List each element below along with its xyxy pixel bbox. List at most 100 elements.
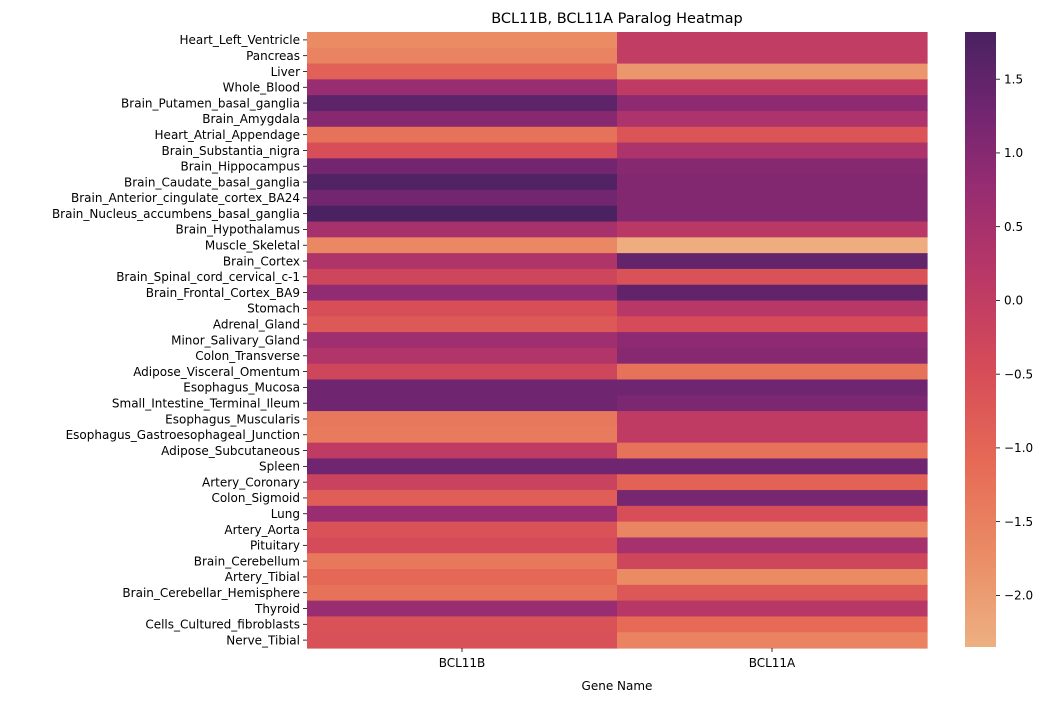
row-label: Esophagus_Muscularis xyxy=(165,412,300,426)
heatmap-cell xyxy=(617,505,928,523)
heatmap-cell xyxy=(307,142,618,159)
heatmap-cell xyxy=(617,95,928,112)
row-label: Esophagus_Gastroesophageal_Junction xyxy=(66,428,300,442)
row-label: Adipose_Subcutaneous xyxy=(161,444,300,458)
heatmap-cell xyxy=(617,142,928,159)
heatmap-cell xyxy=(307,632,618,649)
row-label: Lung xyxy=(271,507,300,521)
heatmap-cell xyxy=(307,332,618,349)
row-label: Brain_Spinal_cord_cervical_c-1 xyxy=(116,270,300,284)
row-label: Stomach xyxy=(247,302,300,316)
colorbar-tick-label: 0.5 xyxy=(1004,220,1023,234)
colorbar xyxy=(965,32,996,647)
heatmap-cell xyxy=(307,79,618,96)
colorbar-tick-label: −2.0 xyxy=(1004,589,1033,603)
heatmap-cell xyxy=(617,268,928,286)
heatmap-cell xyxy=(307,253,618,270)
row-label: Brain_Anterior_cingulate_cortex_BA24 xyxy=(71,191,300,205)
heatmap-cell xyxy=(617,569,928,586)
row-label: Brain_Hippocampus xyxy=(180,160,300,174)
heatmap-cell xyxy=(307,126,618,144)
heatmap-cell xyxy=(617,474,928,491)
heatmap-cell xyxy=(307,474,618,491)
heatmap-cell xyxy=(617,237,928,254)
row-label: Brain_Frontal_Cortex_BA9 xyxy=(146,286,300,300)
heatmap-cell xyxy=(617,395,928,412)
heatmap-cell xyxy=(617,110,928,128)
heatmap-cell xyxy=(617,158,928,175)
column-label: BCL11A xyxy=(749,656,796,670)
row-label: Artery_Coronary xyxy=(202,475,300,489)
row-label: Artery_Aorta xyxy=(224,523,300,537)
row-label: Thyroid xyxy=(254,602,300,616)
heatmap-cell xyxy=(307,174,618,191)
row-label: Brain_Cortex xyxy=(223,254,300,268)
heatmap-cell xyxy=(307,616,618,633)
heatmap-cell xyxy=(617,600,928,618)
row-label: Spleen xyxy=(259,460,300,474)
heatmap-cell xyxy=(307,505,618,523)
row-label: Adrenal_Gland xyxy=(213,318,300,332)
colorbar-ticks: −2.0 −1.5 −1.0 −0.5 0.0 0.5 1.0 1.5 xyxy=(996,72,1033,603)
heatmap-cell xyxy=(307,600,618,618)
row-label: Artery_Tibial xyxy=(225,570,300,584)
heatmap-cell xyxy=(617,442,928,460)
heatmap-cell xyxy=(307,268,618,286)
heatmap-cell xyxy=(307,63,618,80)
row-label: Cells_Cultured_fibroblasts xyxy=(145,618,300,632)
heatmap-cell xyxy=(617,189,928,207)
heatmap-cell xyxy=(617,332,928,349)
heatmap-cell xyxy=(617,584,928,602)
heatmap-cell xyxy=(307,158,618,175)
heatmap-cells xyxy=(307,32,928,649)
heatmap-cell xyxy=(617,537,928,554)
row-label: Brain_Cerebellum xyxy=(194,554,300,568)
heatmap-cell xyxy=(617,616,928,633)
heatmap-cell xyxy=(307,379,618,396)
heatmap-cell xyxy=(617,553,928,570)
heatmap-cell xyxy=(617,284,928,302)
colorbar-tick-label: 0.0 xyxy=(1004,294,1023,308)
row-label: Heart_Atrial_Appendage xyxy=(155,128,300,142)
row-label: Brain_Hypothalamus xyxy=(176,223,300,237)
row-label: Pancreas xyxy=(246,49,300,63)
heatmap-cell xyxy=(307,442,618,460)
heatmap-cell xyxy=(617,632,928,649)
row-label: Brain_Cerebellar_Hemisphere xyxy=(122,586,300,600)
heatmap-cell xyxy=(617,79,928,96)
heatmap-cell xyxy=(617,363,928,381)
heatmap-cell xyxy=(307,411,618,428)
heatmap-cell xyxy=(307,395,618,412)
heatmap-cell xyxy=(307,537,618,554)
row-label: Pituitary xyxy=(250,539,300,553)
row-labels: Heart_Left_Ventricle Pancreas Liver Whole_B… xyxy=(52,33,307,647)
colorbar-tick-label: 1.0 xyxy=(1004,146,1023,160)
heatmap-cell xyxy=(617,458,928,475)
colorbar-tick-label: −0.5 xyxy=(1004,367,1033,381)
heatmap-cell xyxy=(307,584,618,602)
row-label: Colon_Sigmoid xyxy=(211,491,300,505)
heatmap-cell xyxy=(307,347,618,365)
heatmap-cell xyxy=(307,237,618,254)
heatmap-cell xyxy=(307,205,618,223)
heatmap-cell xyxy=(617,347,928,365)
heatmap-cell xyxy=(307,553,618,570)
x-axis-label: Gene Name xyxy=(582,679,653,693)
heatmap-cell xyxy=(617,426,928,444)
column-label: BCL11B xyxy=(439,656,486,670)
row-label: Colon_Transverse xyxy=(195,349,300,363)
heatmap-cell xyxy=(617,221,928,238)
heatmap-cell xyxy=(617,253,928,270)
row-label: Small_Intestine_Terminal_Ileum xyxy=(112,396,300,410)
row-label: Brain_Putamen_basal_ganglia xyxy=(121,96,300,110)
row-label: Nerve_Tibial xyxy=(226,633,300,647)
heatmap-cell xyxy=(307,95,618,112)
heatmap-cell xyxy=(307,363,618,381)
heatmap-cell xyxy=(307,32,618,49)
heatmap-cell xyxy=(307,300,618,317)
row-label: Esophagus_Mucosa xyxy=(183,381,300,395)
colorbar-tick-label: −1.5 xyxy=(1004,515,1033,529)
heatmap-cell xyxy=(307,284,618,302)
heatmap-cell xyxy=(617,174,928,191)
